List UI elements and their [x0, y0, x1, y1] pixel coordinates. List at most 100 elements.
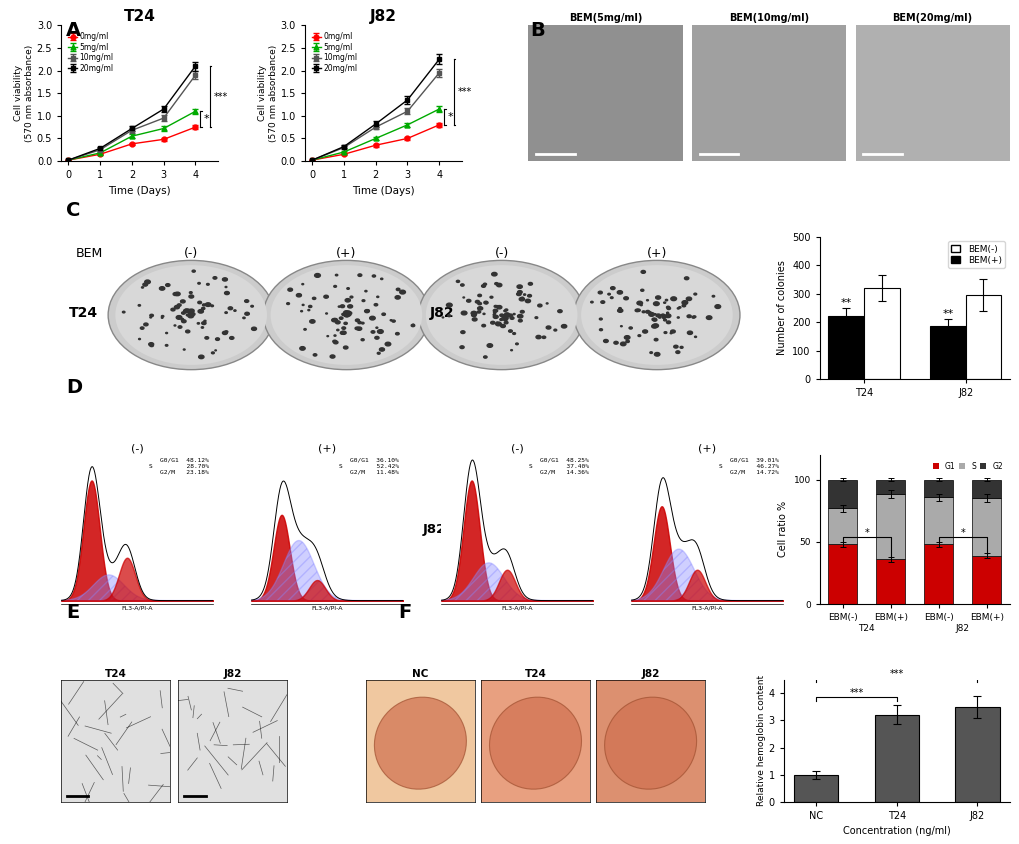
Circle shape [686, 297, 691, 300]
Circle shape [330, 355, 334, 358]
Circle shape [666, 312, 667, 314]
Circle shape [442, 317, 443, 318]
Circle shape [215, 350, 216, 351]
Circle shape [343, 311, 348, 314]
Circle shape [297, 294, 302, 297]
Circle shape [181, 311, 185, 314]
Title: (+): (+) [318, 444, 336, 454]
Circle shape [343, 346, 347, 349]
Circle shape [500, 324, 504, 327]
Circle shape [190, 315, 192, 316]
Circle shape [671, 297, 676, 300]
Circle shape [346, 311, 350, 313]
Circle shape [495, 322, 500, 326]
Circle shape [325, 313, 327, 314]
Bar [827, 544, 856, 604]
Circle shape [426, 265, 577, 365]
Circle shape [687, 315, 691, 317]
Circle shape [513, 313, 515, 315]
Circle shape [652, 318, 656, 322]
Bar [965, 295, 1001, 379]
Circle shape [201, 327, 204, 328]
Text: ***: *** [889, 669, 903, 679]
X-axis label: FL3-A/PI-A: FL3-A/PI-A [691, 605, 722, 610]
Title: (+): (+) [698, 444, 715, 454]
Circle shape [651, 318, 655, 321]
Circle shape [475, 300, 479, 303]
Circle shape [461, 311, 467, 315]
Circle shape [581, 265, 732, 365]
Circle shape [332, 340, 336, 343]
Circle shape [517, 290, 522, 294]
Circle shape [536, 335, 540, 338]
Circle shape [481, 324, 485, 327]
Circle shape [676, 351, 680, 354]
Circle shape [492, 314, 495, 316]
Circle shape [461, 284, 464, 286]
Circle shape [645, 311, 649, 313]
Text: T24: T24 [68, 306, 98, 320]
Circle shape [590, 301, 593, 303]
Circle shape [341, 327, 345, 329]
Circle shape [600, 300, 604, 303]
Text: E: E [66, 603, 79, 623]
Circle shape [523, 294, 525, 295]
Legend: 0mg/ml, 5mg/ml, 10mg/ml, 20mg/ml: 0mg/ml, 5mg/ml, 10mg/ml, 20mg/ml [65, 30, 116, 76]
Circle shape [184, 309, 190, 312]
Circle shape [483, 284, 486, 285]
Circle shape [471, 314, 476, 316]
Circle shape [661, 316, 665, 318]
Circle shape [300, 347, 305, 350]
Circle shape [211, 305, 213, 306]
Circle shape [620, 326, 622, 327]
Circle shape [653, 338, 657, 341]
Circle shape [183, 309, 189, 312]
Circle shape [503, 322, 507, 324]
Text: (+): (+) [336, 247, 357, 260]
Text: T24: T24 [61, 523, 89, 536]
Circle shape [377, 352, 380, 354]
Circle shape [161, 316, 164, 317]
Circle shape [344, 299, 350, 302]
Circle shape [333, 341, 337, 344]
X-axis label: FL3-A/PI-A: FL3-A/PI-A [501, 605, 533, 610]
Circle shape [642, 311, 644, 313]
Circle shape [171, 308, 175, 311]
Circle shape [553, 329, 556, 331]
Title: T24: T24 [524, 668, 546, 679]
Title: NC: NC [412, 668, 428, 679]
Bar [875, 479, 904, 494]
Circle shape [499, 314, 503, 316]
Circle shape [225, 331, 227, 333]
Circle shape [513, 333, 515, 334]
Circle shape [643, 331, 645, 332]
Circle shape [173, 293, 177, 295]
Circle shape [653, 302, 658, 306]
Ellipse shape [374, 697, 466, 789]
Circle shape [340, 332, 344, 334]
Legend: BEM(-), BEM(+): BEM(-), BEM(+) [947, 241, 1005, 268]
Text: BEM: BEM [75, 247, 103, 260]
Title: J82: J82 [223, 668, 242, 679]
Circle shape [399, 290, 406, 294]
Circle shape [655, 314, 660, 317]
Circle shape [626, 340, 629, 343]
Title: J82: J82 [370, 9, 396, 24]
Circle shape [680, 346, 683, 349]
Circle shape [364, 310, 369, 312]
Circle shape [499, 318, 502, 321]
Circle shape [186, 314, 189, 316]
Circle shape [655, 296, 660, 299]
Circle shape [663, 332, 666, 333]
Circle shape [324, 295, 328, 298]
Circle shape [347, 305, 353, 308]
Circle shape [395, 333, 398, 335]
Circle shape [396, 288, 399, 290]
Circle shape [374, 304, 377, 306]
Circle shape [192, 270, 195, 272]
Circle shape [648, 311, 650, 313]
Circle shape [394, 295, 399, 299]
Circle shape [682, 305, 685, 307]
Circle shape [517, 293, 521, 295]
Circle shape [176, 316, 181, 319]
